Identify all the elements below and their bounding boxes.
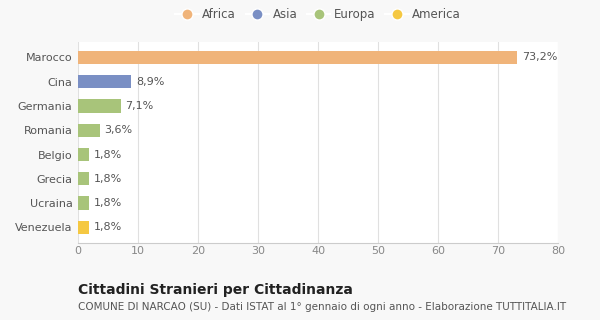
Bar (78, 51, 517, 64)
Bar (78, 196, 89, 210)
Bar (78, 124, 100, 137)
Bar (78, 75, 131, 88)
Text: 1,8%: 1,8% (94, 222, 122, 232)
Legend: Africa, Asia, Europa, America: Africa, Asia, Europa, America (170, 3, 466, 26)
Text: 1,8%: 1,8% (94, 174, 122, 184)
Bar (78, 148, 89, 161)
Text: 73,2%: 73,2% (522, 52, 557, 62)
Text: Cittadini Stranieri per Cittadinanza: Cittadini Stranieri per Cittadinanza (78, 283, 353, 297)
Bar (78, 172, 89, 186)
Text: COMUNE DI NARCAO (SU) - Dati ISTAT al 1° gennaio di ogni anno - Elaborazione TUT: COMUNE DI NARCAO (SU) - Dati ISTAT al 1°… (78, 302, 566, 312)
Text: 7,1%: 7,1% (125, 101, 154, 111)
Bar (78, 99, 121, 113)
Text: 1,8%: 1,8% (94, 149, 122, 160)
Text: 3,6%: 3,6% (104, 125, 133, 135)
Text: 1,8%: 1,8% (94, 198, 122, 208)
Bar (78, 221, 89, 234)
Text: 8,9%: 8,9% (136, 77, 164, 87)
